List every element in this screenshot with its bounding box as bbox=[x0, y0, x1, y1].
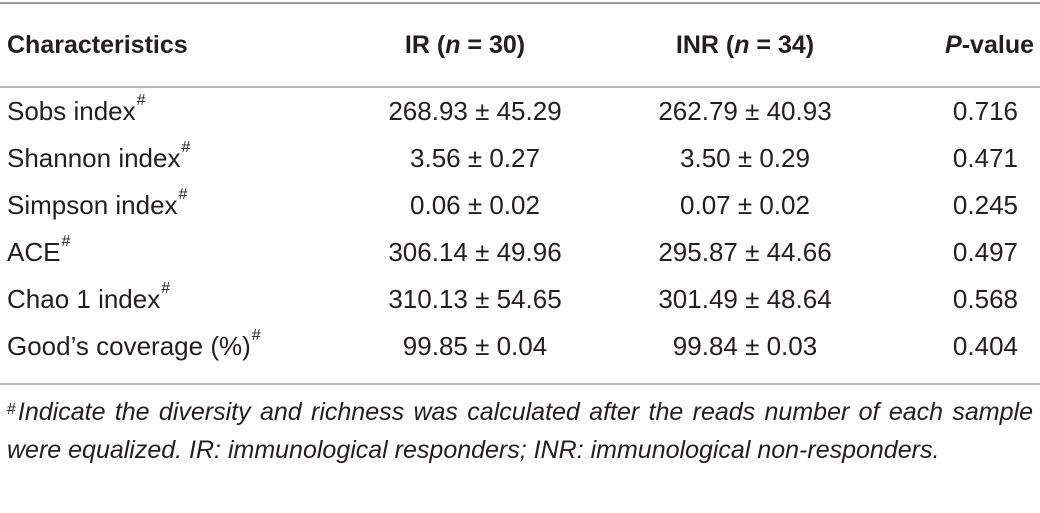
ir-value: 0.06 ± 0.02 bbox=[410, 190, 540, 220]
row-label: Shannon index bbox=[7, 143, 181, 173]
header-p-value: P-value bbox=[880, 4, 1040, 86]
header-p-suffix: -value bbox=[961, 30, 1034, 59]
row-label-cell: Sobs index# bbox=[0, 86, 320, 135]
footnote-mark: # bbox=[161, 280, 171, 297]
top-rule bbox=[0, 2, 1040, 4]
footnote-mark: # bbox=[251, 327, 261, 344]
inr-value: 301.49 ± 48.64 bbox=[658, 284, 832, 314]
inr-value: 3.50 ± 0.29 bbox=[680, 143, 810, 173]
row-label-cell: Shannon index# bbox=[0, 135, 320, 182]
footnote-mark: # bbox=[136, 92, 146, 109]
footnote-symbol: # bbox=[7, 401, 16, 418]
row-label: Good’s coverage (%) bbox=[7, 331, 251, 361]
header-inr: INR (n = 34) bbox=[610, 4, 880, 86]
p-value: 0.245 bbox=[952, 190, 1018, 220]
header-ir-suffix: = 30) bbox=[460, 30, 526, 59]
inr-value: 262.79 ± 40.93 bbox=[658, 96, 832, 126]
header-inr-n: n bbox=[734, 30, 750, 59]
table-row: Sobs index# 268.93 ± 45.29 262.79 ± 40.9… bbox=[0, 86, 1040, 135]
diversity-table: Characteristics IR (n = 30) INR (n = 34)… bbox=[0, 4, 1040, 370]
ir-value: 306.14 ± 49.96 bbox=[388, 237, 562, 267]
p-value: 0.471 bbox=[952, 143, 1018, 173]
table-row: Good’s coverage (%)# 99.85 ± 0.04 99.84 … bbox=[0, 323, 1040, 370]
row-label-cell: Simpson index# bbox=[0, 182, 320, 229]
p-value: 0.716 bbox=[952, 96, 1018, 126]
inr-value: 295.87 ± 44.66 bbox=[658, 237, 832, 267]
row-label-cell: Good’s coverage (%)# bbox=[0, 323, 320, 370]
footnote-mark: # bbox=[61, 233, 71, 250]
row-label-cell: Chao 1 index# bbox=[0, 276, 320, 323]
ir-value: 99.85 ± 0.04 bbox=[402, 331, 548, 361]
ir-value: 268.93 ± 45.29 bbox=[388, 96, 562, 126]
row-label-cell: ACE# bbox=[0, 229, 320, 276]
p-value: 0.497 bbox=[952, 237, 1018, 267]
row-label: Chao 1 index bbox=[7, 284, 161, 314]
table-row: Chao 1 index# 310.13 ± 54.65 301.49 ± 48… bbox=[0, 276, 1040, 323]
p-value: 0.568 bbox=[952, 284, 1018, 314]
header-ir-n: n bbox=[445, 30, 461, 59]
ir-value: 310.13 ± 54.65 bbox=[388, 284, 562, 314]
header-ir: IR (n = 30) bbox=[320, 4, 610, 86]
footnote-mark: # bbox=[178, 186, 188, 203]
table-row: Shannon index# 3.56 ± 0.27 3.50 ± 0.29 0… bbox=[0, 135, 1040, 182]
row-label: Simpson index bbox=[7, 190, 178, 220]
header-rule bbox=[0, 86, 1040, 88]
inr-value: 99.84 ± 0.03 bbox=[672, 331, 818, 361]
bottom-rule bbox=[0, 383, 1040, 385]
header-p-italic: P bbox=[945, 30, 962, 59]
footnote-mark: # bbox=[181, 139, 191, 156]
table-footnote: #Indicate the diversity and richness was… bbox=[7, 393, 1033, 469]
table-row: ACE# 306.14 ± 49.96 295.87 ± 44.66 0.497 bbox=[0, 229, 1040, 276]
table-row: Simpson index# 0.06 ± 0.02 0.07 ± 0.02 0… bbox=[0, 182, 1040, 229]
ir-value: 3.56 ± 0.27 bbox=[410, 143, 540, 173]
header-characteristics: Characteristics bbox=[7, 30, 188, 59]
row-label: ACE bbox=[7, 237, 61, 267]
header-inr-prefix: INR ( bbox=[675, 30, 735, 59]
header-ir-prefix: IR ( bbox=[404, 30, 446, 59]
header-inr-suffix: = 34) bbox=[749, 30, 815, 59]
footnote-text: Indicate the diversity and richness was … bbox=[7, 398, 1033, 464]
p-value: 0.404 bbox=[952, 331, 1018, 361]
inr-value: 0.07 ± 0.02 bbox=[680, 190, 810, 220]
row-label: Sobs index bbox=[7, 96, 136, 126]
header-row: Characteristics IR (n = 30) INR (n = 34)… bbox=[0, 4, 1040, 86]
